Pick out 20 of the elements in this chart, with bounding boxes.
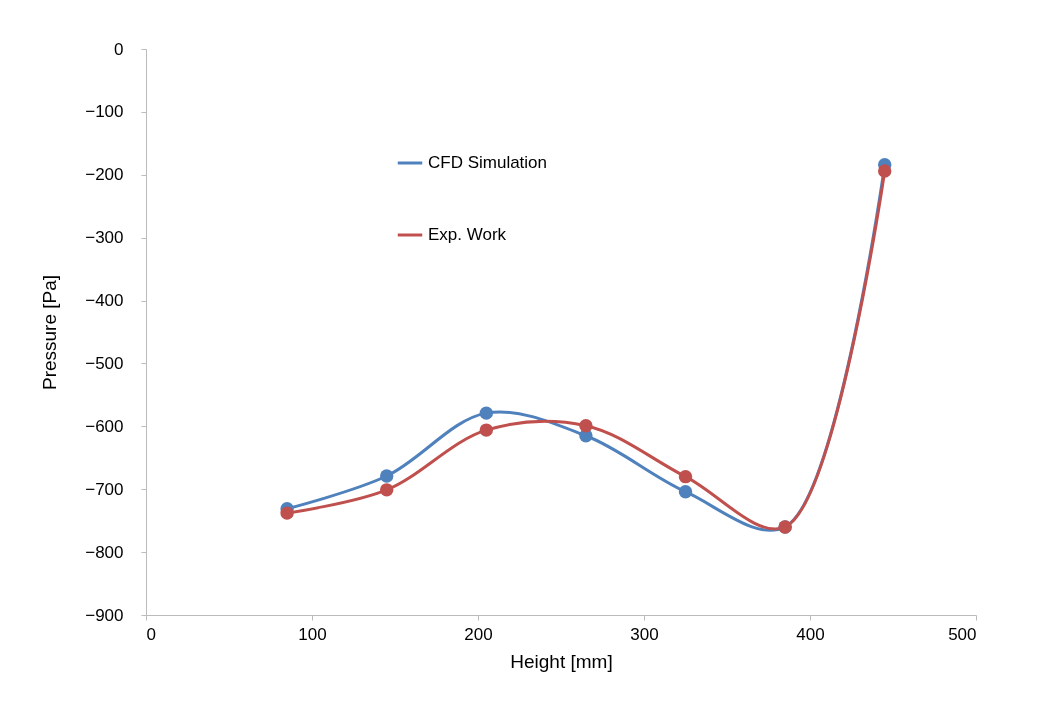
legend-label: CFD Simulation — [428, 153, 548, 172]
x-tick-label: 500 — [948, 624, 977, 644]
x-tick-label: 200 — [464, 624, 493, 644]
y-tick-label: −400 — [85, 291, 124, 311]
legend-label: Exp. Work — [428, 225, 507, 244]
y-tick-label: −100 — [85, 102, 124, 122]
y-tick-label: −200 — [85, 165, 124, 185]
x-tick-label: 300 — [630, 624, 659, 644]
x-tick-label: 100 — [298, 624, 327, 644]
y-tick-label: −600 — [85, 416, 124, 436]
x-axis-title: Height [mm] — [510, 650, 613, 672]
y-axis-title: Pressure [Pa] — [39, 274, 61, 391]
x-tick-label: 0 — [146, 624, 156, 644]
y-tick-label: −800 — [85, 542, 124, 562]
y-tick-label: −900 — [85, 605, 124, 625]
y-tick-label: −300 — [85, 228, 124, 248]
x-tick-label: 400 — [796, 624, 825, 644]
y-tick-label: −500 — [85, 353, 124, 373]
y-tick-label: −700 — [85, 479, 124, 499]
y-tick-label: 0 — [114, 39, 124, 59]
